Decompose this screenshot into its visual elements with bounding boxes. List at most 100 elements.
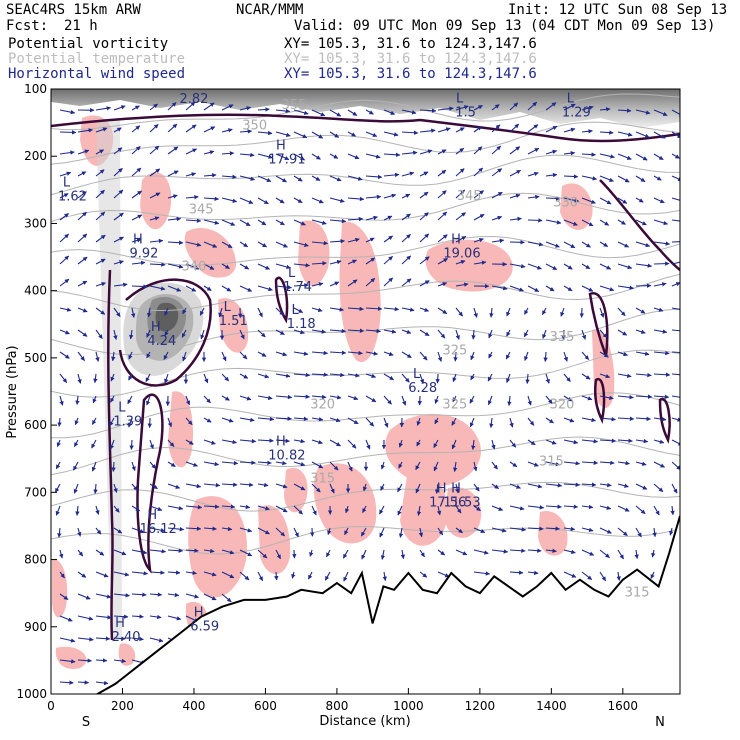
wind-arrow xyxy=(131,145,141,155)
wind-arrow xyxy=(77,373,82,384)
wind-arrow xyxy=(617,505,630,512)
wind-arrow xyxy=(437,190,447,199)
wind-arrow xyxy=(383,417,389,428)
wind-arrow xyxy=(95,549,105,556)
wind-arrow xyxy=(416,439,421,447)
wind-arrow xyxy=(311,282,324,287)
wind-arrow xyxy=(437,149,447,155)
wind-arrow xyxy=(401,213,411,221)
wind-arrow xyxy=(113,571,130,577)
wind-arrow xyxy=(437,234,448,243)
wind-arrow xyxy=(581,105,594,111)
wind-arrow xyxy=(437,258,448,265)
wind-arrow xyxy=(563,285,573,292)
wind-arrow xyxy=(527,417,535,426)
wind-arrow xyxy=(653,307,664,312)
wind-arrow xyxy=(545,149,558,155)
wind-arrow xyxy=(437,527,444,536)
wind-arrow xyxy=(149,192,161,199)
wind-arrow xyxy=(291,571,296,579)
wind-arrow xyxy=(257,460,272,465)
wind-arrow xyxy=(221,482,238,487)
wind-arrow xyxy=(599,417,616,422)
wind-arrow xyxy=(437,307,448,315)
wind-arrow xyxy=(221,197,238,203)
wind-arrow xyxy=(509,169,521,177)
wind-arrow xyxy=(203,150,215,155)
wind-arrow xyxy=(347,259,357,265)
wind-arrow xyxy=(347,373,360,378)
wind-arrow xyxy=(167,592,180,598)
wind-arrow xyxy=(419,171,429,177)
wind-arrow xyxy=(401,150,418,156)
wind-arrow xyxy=(239,504,251,510)
field-name-theta: Potential temperature xyxy=(8,51,186,67)
wind-arrow xyxy=(113,167,123,177)
valid-time: Valid: 09 UTC Mon 09 Sep 13 (04 CDT Mon … xyxy=(294,18,716,34)
wind-arrow xyxy=(455,260,466,265)
wind-arrow xyxy=(509,193,521,199)
extremum-kind: H xyxy=(451,481,461,496)
wind-arrow xyxy=(149,483,158,490)
wind-arrow xyxy=(167,263,184,269)
theta-contour-label: 325 xyxy=(442,397,467,412)
extremum-value: 1.5 xyxy=(455,105,476,120)
wind-arrow xyxy=(257,285,273,292)
wind-arrow xyxy=(77,233,88,243)
wind-arrow xyxy=(149,570,165,575)
field-name-wind: Horizontal wind speed xyxy=(8,66,186,82)
wind-arrow xyxy=(203,241,218,248)
wind-arrow xyxy=(416,505,422,516)
wind-arrow xyxy=(401,395,407,406)
wind-arrow xyxy=(164,373,169,384)
wind-arrow xyxy=(113,105,126,111)
wind-arrow xyxy=(365,351,379,356)
y-tick-label: 1000 xyxy=(16,687,47,701)
wind-arrow xyxy=(131,105,140,111)
theta-contour-label: 320 xyxy=(310,397,335,412)
x-tick-label: 1400 xyxy=(536,699,567,713)
wind-arrow xyxy=(77,149,90,155)
extremum-kind: H xyxy=(276,139,286,154)
wind-arrow xyxy=(185,241,202,247)
wind-arrow xyxy=(145,373,151,383)
extremum-kind: L xyxy=(184,78,192,93)
wind-arrow xyxy=(527,194,540,200)
wind-arrow xyxy=(293,372,311,378)
wind-arrow xyxy=(59,278,70,287)
wind-arrow xyxy=(434,417,439,425)
wind-arrow xyxy=(527,395,532,406)
y-tick-label: 300 xyxy=(24,216,47,230)
forecast-label: Fcst: xyxy=(6,18,49,34)
extremum-kind: L xyxy=(118,401,126,416)
wind-arrow xyxy=(59,659,76,664)
wind-arrow xyxy=(239,527,253,533)
wind-arrow xyxy=(293,241,309,247)
wind-arrow xyxy=(524,307,529,315)
wind-arrow xyxy=(203,196,220,201)
theta-contour-line xyxy=(51,308,680,355)
wind-arrow xyxy=(182,351,187,362)
wind-arrow xyxy=(77,615,94,621)
wind-arrow xyxy=(581,351,590,360)
wind-arrow xyxy=(651,549,656,558)
wind-arrow xyxy=(650,571,655,579)
wind-arrow xyxy=(433,461,439,472)
wind-arrow xyxy=(415,483,421,494)
wind-arrow xyxy=(77,280,88,287)
wind-arrow xyxy=(257,175,272,183)
wind-arrow xyxy=(59,171,72,177)
wind-arrow xyxy=(383,193,397,199)
wind-arrow xyxy=(599,263,612,270)
wind-arrow xyxy=(473,125,482,133)
wind-arrow xyxy=(257,307,263,318)
wind-arrow xyxy=(113,658,127,664)
wind-arrow xyxy=(329,372,345,378)
wind-arrow xyxy=(218,307,223,318)
wind-arrow xyxy=(560,307,565,317)
wind-arrow xyxy=(635,109,651,115)
wind-arrow xyxy=(599,329,608,339)
y-tick-label: 500 xyxy=(24,351,47,365)
wind-arrow xyxy=(149,168,161,177)
wind-arrow xyxy=(453,351,458,362)
